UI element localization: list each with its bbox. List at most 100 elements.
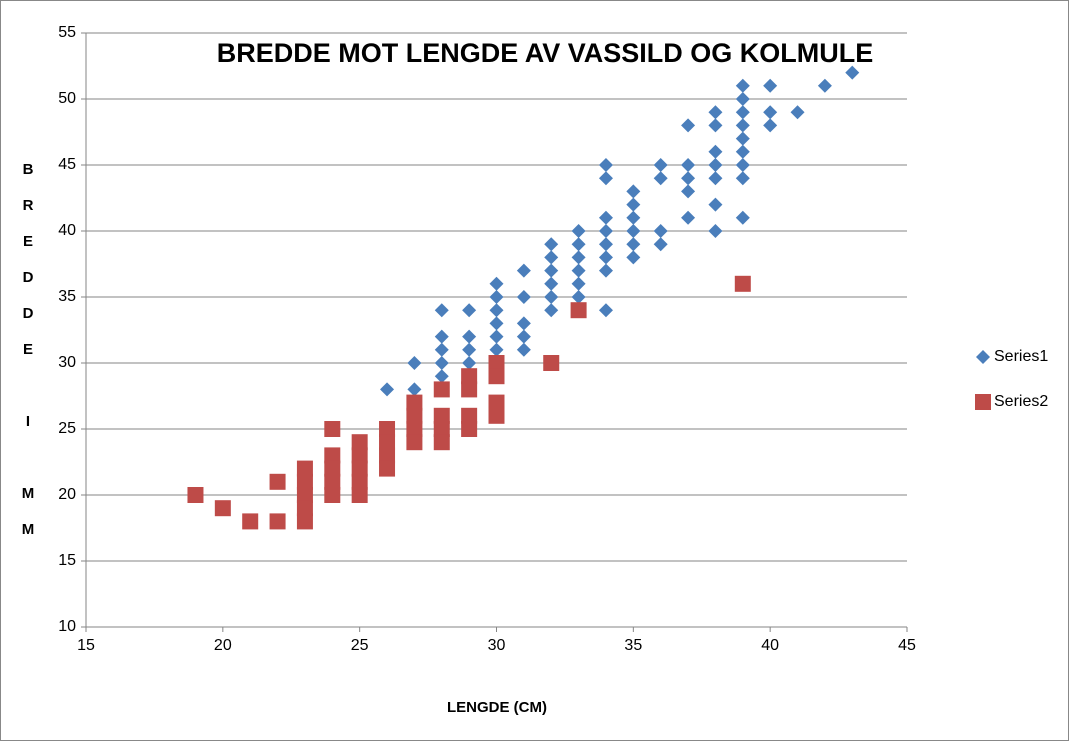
marker [571,237,586,252]
marker [571,276,586,291]
marker [570,302,587,319]
x-tick-label: 40 [761,637,779,654]
y-tick-label: 30 [58,354,76,371]
marker [379,421,396,437]
marker [598,250,613,265]
marker [626,224,641,238]
marker [488,394,505,411]
marker [544,290,559,304]
marker [516,290,531,304]
marker [598,158,613,172]
marker [462,303,477,318]
marker [488,368,505,385]
marker [544,303,559,318]
marker [734,275,751,292]
marker [269,473,286,490]
marker [598,237,613,252]
marker [351,487,368,503]
y-tick-label: 15 [58,552,76,569]
marker [379,460,396,477]
marker [351,473,368,490]
marker [598,303,613,318]
marker [489,303,504,318]
marker [351,434,368,451]
marker [324,421,341,437]
marker [324,473,341,490]
x-tick-label: 20 [214,637,232,654]
marker [543,355,560,371]
marker [735,92,750,106]
marker [681,158,696,172]
x-tick-label: 30 [488,637,506,654]
marker [516,316,531,331]
marker [598,224,613,238]
marker [544,276,559,291]
marker [462,342,477,357]
marker [708,224,723,238]
marker [653,171,668,186]
marker [461,407,478,424]
marker [735,171,750,186]
y-tick-label: 10 [58,618,76,635]
marker [653,237,668,252]
marker [407,382,422,397]
marker [406,394,423,411]
marker [296,473,313,490]
marker [763,78,778,93]
marker [488,355,505,371]
marker [516,342,531,357]
marker [708,118,723,133]
marker [516,263,531,278]
marker [433,421,450,437]
marker [516,329,531,344]
marker [462,356,477,370]
marker [242,513,259,530]
marker [653,224,668,238]
marker [708,105,723,120]
marker [598,171,613,186]
marker [817,78,832,93]
marker [571,250,586,265]
marker [187,487,204,503]
legend-marker [975,394,991,410]
marker [406,407,423,424]
marker [544,250,559,265]
marker [571,290,586,304]
marker [735,118,750,133]
marker [324,447,341,464]
marker [763,105,778,120]
marker [708,158,723,172]
y-tick-label: 55 [58,24,76,41]
marker [380,382,395,397]
marker [544,263,559,278]
marker [489,276,504,291]
marker [845,65,860,80]
legend-label: Series1 [994,348,1048,365]
marker [571,263,586,278]
marker [461,381,478,398]
marker [406,434,423,451]
marker [598,210,613,225]
marker [269,513,286,530]
x-tick-label: 35 [624,637,642,654]
marker [626,184,641,199]
marker [462,329,477,344]
marker [708,197,723,212]
marker [735,158,750,172]
marker [735,78,750,93]
marker [489,329,504,344]
marker [488,407,505,424]
marker [653,158,668,172]
marker [406,421,423,437]
x-tick-label: 45 [898,637,916,654]
marker [434,303,449,318]
marker [571,224,586,238]
marker [735,210,750,225]
marker [296,487,313,503]
marker [296,500,313,517]
x-tick-label: 25 [351,637,369,654]
marker [626,210,641,225]
marker [434,369,449,384]
